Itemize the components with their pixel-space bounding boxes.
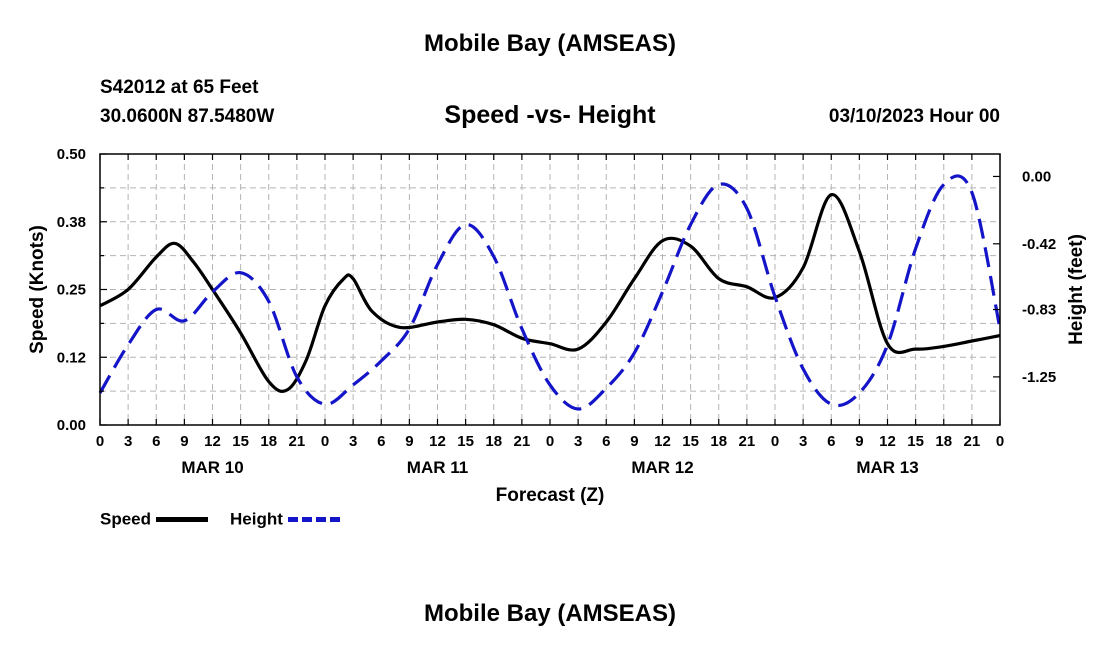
x-tick-label: 15 (682, 433, 699, 450)
station-label: S42012 at 65 Feet (100, 77, 259, 98)
legend-item-speed: Speed (100, 509, 208, 530)
x-tick-label: 0 (771, 433, 779, 450)
x-tick-label: 6 (602, 433, 610, 450)
legend-label-height: Height (230, 509, 283, 529)
x-tick-label: 15 (907, 433, 924, 450)
y2-tick-label: -1.25 (1022, 369, 1056, 386)
axis-labels: 0 3 6 9 12 15 18 21 0 3 6 9 12 15 18 21 0 3 6 9 12 15 18 21 0 3 6 9… (57, 146, 1056, 477)
x-tick-label: 6 (152, 433, 160, 450)
y-tick-label: 0.12 (57, 349, 86, 366)
x-tick-label: 9 (180, 433, 188, 450)
y2-tick-label: -0.83 (1022, 302, 1056, 319)
x-tick-label: 15 (232, 433, 249, 450)
y-tick-label: 0.50 (57, 146, 86, 163)
x-tick-label: 21 (739, 433, 756, 450)
footer-title: Mobile Bay (AMSEAS) (423, 600, 677, 627)
chart-title: Speed -vs- Height (444, 101, 656, 129)
y2-tick-label: 0.00 (1022, 168, 1051, 185)
series-layer (98, 174, 1002, 411)
series-line-height (98, 174, 1002, 411)
day-label: MAR 13 (856, 458, 918, 477)
x-tick-label: 9 (405, 433, 413, 450)
y-tick-label: 0.00 (57, 417, 86, 434)
series-line-speed (99, 193, 1001, 393)
x-tick-label: 21 (964, 433, 981, 450)
x-tick-label: 12 (879, 433, 896, 450)
x-tick-label: 0 (546, 433, 554, 450)
day-label: MAR 11 (407, 458, 468, 477)
x-tick-label: 3 (124, 433, 132, 450)
x-tick-label: 21 (514, 433, 531, 450)
legend-label-speed: Speed (100, 509, 152, 529)
y-axis-title: Speed (Knots) (27, 225, 48, 354)
x-tick-label: 18 (260, 433, 277, 450)
x-tick-label: 12 (204, 433, 221, 450)
x-tick-label: 6 (827, 433, 835, 450)
x-tick-label: 12 (429, 433, 446, 450)
x-tick-label: 0 (321, 433, 329, 450)
x-tick-label: 3 (349, 433, 357, 450)
y2-axis-title: Height (feet) (1066, 234, 1087, 345)
x-tick-label: 18 (710, 433, 727, 450)
x-tick-label: 12 (654, 433, 671, 450)
x-tick-label: 3 (799, 433, 807, 450)
x-axis-title: Forecast (Z) (496, 485, 605, 506)
x-tick-label: 0 (96, 433, 104, 450)
x-tick-label: 9 (630, 433, 638, 450)
x-tick-label: 3 (574, 433, 582, 450)
y2-tick-label: -0.42 (1022, 236, 1056, 253)
y-tick-label: 0.38 (57, 214, 86, 231)
station-coordinates: 30.0600N 87.5480W (100, 106, 275, 127)
day-label: MAR 12 (631, 458, 693, 477)
day-label: MAR 10 (181, 458, 243, 477)
x-tick-label: 15 (457, 433, 474, 450)
axis-ticks (99, 153, 1001, 426)
x-tick-label: 21 (289, 433, 306, 450)
x-tick-label: 18 (485, 433, 502, 450)
x-tick-label: 0 (996, 433, 1004, 450)
header-title: Mobile Bay (AMSEAS) (423, 30, 677, 57)
y-tick-label: 0.25 (57, 282, 86, 299)
x-tick-label: 9 (855, 433, 863, 450)
legend-item-height: Height (230, 509, 340, 530)
forecast-datetime: 03/10/2023 Hour 00 (828, 106, 1000, 127)
legend-swatch-height (287, 517, 340, 523)
x-tick-label: 18 (935, 433, 952, 450)
legend-swatch-speed (155, 517, 208, 523)
x-tick-label: 6 (377, 433, 385, 450)
